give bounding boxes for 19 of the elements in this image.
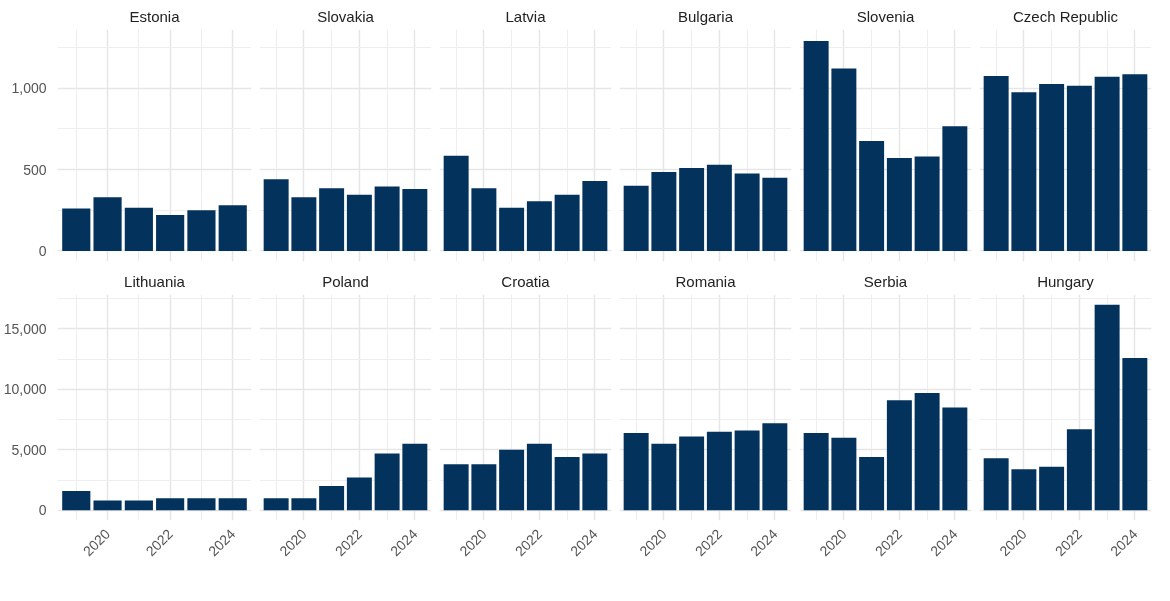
- y-tick-label: 10,000: [3, 381, 47, 398]
- y-tick-label: 0: [38, 502, 47, 519]
- chart-title: Poland: [322, 272, 369, 290]
- chart-title: Estonia: [129, 7, 181, 25]
- chart-title: Slovakia: [317, 7, 375, 25]
- chart-title: Serbia: [863, 272, 908, 290]
- y-tick-label: 0: [38, 242, 47, 259]
- y-tick-label: 500: [23, 161, 47, 178]
- chart-title: Latvia: [505, 7, 547, 25]
- chart-title: Czech Republic: [1012, 7, 1119, 25]
- chart-title: Romania: [675, 272, 737, 290]
- y-tick-label: 15,000: [3, 320, 47, 337]
- chart-title: Hungary: [1037, 272, 1095, 290]
- y-tick-label: 1,000: [11, 80, 47, 97]
- y-tick-label: 5,000: [11, 441, 47, 458]
- chart-title: Lithuania: [124, 272, 186, 290]
- chart-title: Croatia: [501, 272, 551, 290]
- chart-title: Slovenia: [856, 7, 915, 25]
- chart-title: Bulgaria: [677, 7, 734, 25]
